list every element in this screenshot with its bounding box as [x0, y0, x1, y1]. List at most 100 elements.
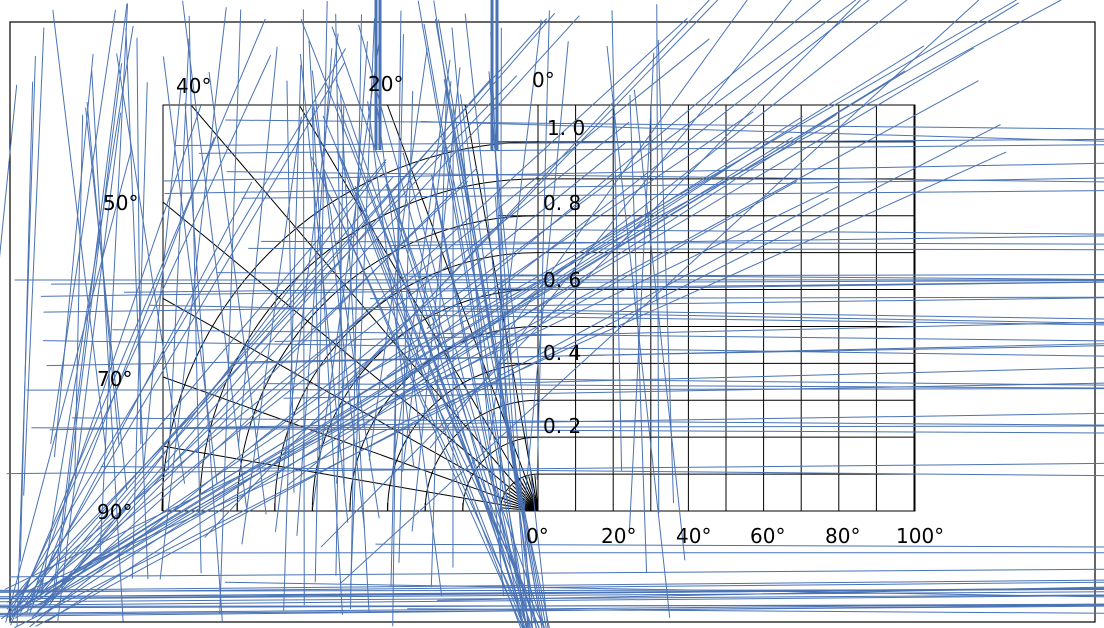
overlay-line [0, 84, 18, 258]
overlay-line [6, 18, 548, 619]
overlay-line [237, 46, 278, 447]
overlay-line [112, 329, 1104, 342]
overlay-line [1, 121, 630, 620]
overlay-line [241, 190, 1104, 199]
angle-label-20: 20° [368, 72, 403, 96]
overlay-line [53, 53, 94, 458]
overlay-line [0, 591, 1104, 600]
overlay-line [50, 280, 1104, 285]
origin-fan-line [534, 475, 539, 512]
radial-label-0-2: 0. 2 [543, 414, 581, 438]
overlay-line [313, 106, 380, 519]
overlay-line [8, 48, 346, 614]
overlay-line [274, 321, 1104, 343]
x-tick-label-20: 20° [601, 524, 636, 548]
overlay-line [182, 0, 247, 508]
origin-fan-line [510, 487, 539, 512]
overlay-line [390, 235, 1104, 247]
angle-label-0-top: 0° [532, 68, 555, 92]
overlay-line [350, 14, 362, 610]
overlay-line [336, 41, 368, 484]
overlay-line [423, 23, 530, 628]
overlay-line [283, 382, 1104, 399]
overlay-line [300, 18, 540, 628]
overlay-line [340, 0, 1062, 389]
overlay-line [0, 595, 1104, 606]
overlay-line [386, 0, 870, 377]
overlay-line [29, 181, 253, 603]
overlay-line [286, 0, 908, 487]
overlay-line [350, 18, 375, 586]
overlay-line [328, 194, 523, 628]
angle-label-40: 40° [176, 74, 211, 98]
overlay-line [41, 76, 494, 594]
overlay-line [10, 2, 1019, 617]
origin-fan-line [531, 475, 539, 512]
overlay-line [175, 138, 1104, 146]
radial-label-0-8: 0. 8 [543, 191, 581, 215]
overlay-line [0, 594, 1104, 603]
overlay-line [12, 111, 754, 615]
overlay-line [224, 581, 1104, 598]
polar-ray [162, 376, 539, 512]
overlay-line [336, 150, 522, 628]
overlay-line [39, 25, 134, 600]
overlay-line [85, 107, 128, 490]
overlay-line [0, 604, 1104, 617]
overlay-line [372, 76, 443, 597]
overlay-line [283, 64, 302, 611]
overlay-line [314, 1, 328, 583]
origin-fan-line [519, 479, 539, 512]
overlay-line [311, 70, 365, 529]
overlay-line [392, 10, 402, 627]
overlay-line [358, 24, 525, 628]
overlay-line [20, 62, 346, 613]
overlay-line [494, 196, 529, 628]
overlay-line [0, 604, 1104, 607]
overlay-line [50, 9, 116, 445]
x-tick-label-0: 0° [526, 524, 549, 548]
overlay-line [4, 185, 840, 590]
overlay-line [6, 75, 518, 610]
polar-ray [386, 104, 539, 512]
overlay-line [336, 101, 533, 628]
overlay-line [293, 227, 1104, 235]
overlay-line [143, 89, 182, 465]
overlay-line [43, 297, 1104, 313]
overlay-line [444, 141, 550, 628]
overlay-line [420, 120, 1104, 142]
overlay-line [431, 174, 527, 628]
overlay-line [5, 149, 132, 623]
angle-label-70: 70° [97, 367, 132, 391]
overlay-line [226, 171, 1104, 183]
overlay-line [28, 137, 215, 615]
overlay-line [296, 48, 333, 536]
overlay-line [23, 27, 45, 496]
overlay-line [35, 15, 580, 616]
overlay-line [31, 427, 1104, 434]
overlay-line [459, 94, 537, 628]
angle-label-90: 90° [97, 500, 132, 524]
overlay-line [149, 304, 1104, 324]
overlay-line [42, 167, 478, 604]
x-tick-label-100: 100° [896, 524, 944, 548]
overlay-line [162, 56, 218, 485]
overlay-line [35, 80, 979, 595]
overlay-line [26, 103, 202, 613]
overlay-line [438, 19, 543, 628]
overlay-line [26, 388, 1104, 391]
overlay-line [263, 383, 1104, 389]
overlay-line [629, 94, 648, 574]
overlay-line [340, 0, 980, 584]
overlay-line [40, 281, 1104, 297]
overlay-line [471, 367, 1104, 385]
overlay-line [311, 108, 321, 460]
overlay-line [215, 425, 1104, 429]
overlay-line [354, 185, 540, 628]
overlay-line [10, 18, 266, 626]
overlay-line [162, 162, 1104, 182]
overlay-line [491, 0, 748, 354]
overlay-line [445, 377, 1104, 386]
